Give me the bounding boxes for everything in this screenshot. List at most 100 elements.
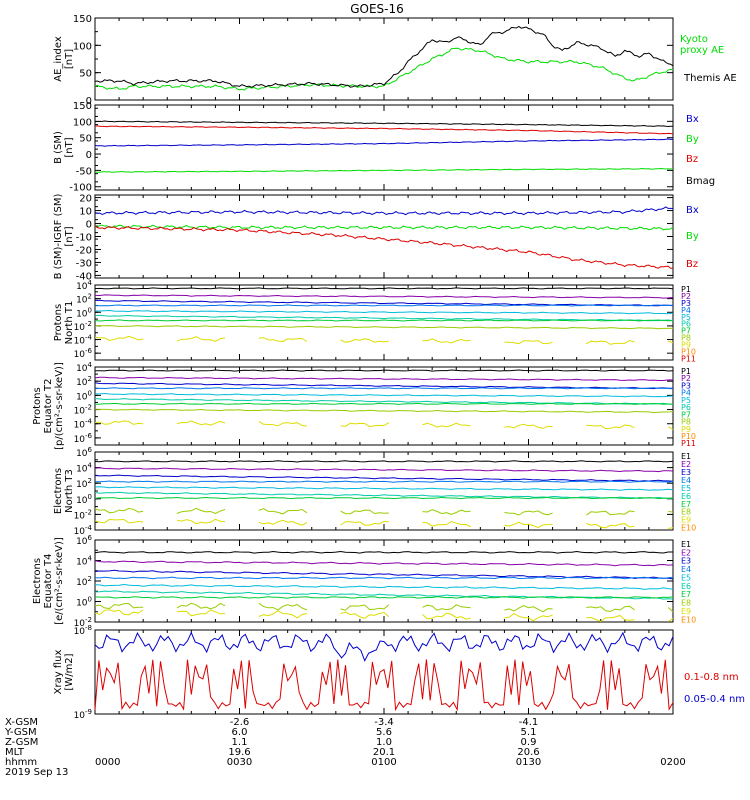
y-tick-label: 104	[76, 361, 92, 374]
channel-label-P11: P11	[681, 439, 696, 448]
y-axis-label: North T1	[64, 301, 75, 345]
channel-line-P7	[94, 319, 674, 322]
channel-line-P2	[94, 294, 674, 299]
channel-line-P9	[176, 420, 226, 426]
panel-frame	[94, 194, 674, 279]
y-tick-label: 10-2	[74, 508, 92, 521]
channel-line-E9	[94, 518, 144, 524]
channel-label-E10: E10	[681, 615, 696, 624]
channel-line-P9	[668, 340, 674, 344]
x-row-label: Y-GSM	[4, 727, 37, 738]
y-axis-label: Electrons	[53, 468, 64, 514]
panel-7: Electrons Equator T4 [e/(cm²-s-sr-keV)] 106…	[32, 534, 696, 629]
channel-label-E2: E2	[681, 460, 691, 469]
y-tick-label: -40	[76, 271, 92, 282]
channel-label-P5: P5	[681, 396, 691, 405]
x-tick-label: 0000	[95, 757, 120, 768]
y-tick-label: -30	[76, 258, 92, 269]
channel-line-P9	[176, 336, 226, 342]
channel-line-E9	[258, 519, 308, 526]
channel-line-E8	[176, 602, 226, 610]
channel-line-P1	[94, 287, 674, 290]
legend-entry: Themis AE	[683, 73, 737, 84]
channel-line-E1	[94, 550, 673, 554]
channel-label-P3: P3	[681, 381, 691, 390]
channel-line-E8	[668, 510, 674, 513]
x-row-value: 1.0	[376, 737, 392, 748]
y-tick-label: 104	[76, 555, 92, 568]
legend-entry: 0.1-0.8 nm	[684, 672, 739, 683]
y-axis-label: [nT]	[64, 137, 75, 157]
channel-line-P4	[94, 387, 674, 390]
y-tick-label: 100	[76, 596, 92, 609]
channel-line-P9	[94, 335, 144, 342]
y-tick-label: 0	[86, 150, 92, 161]
y-tick-label: 106	[76, 534, 92, 547]
channel-label-E3: E3	[681, 468, 691, 477]
y-tick-label: 102	[76, 293, 92, 306]
y-axis-label: Xray flux	[53, 650, 64, 695]
y-tick-label: 100	[76, 389, 92, 402]
channel-line-E1	[94, 460, 674, 463]
channel-line-E8	[258, 508, 308, 515]
y-tick-label: 0	[86, 220, 92, 231]
channel-label-P8: P8	[681, 418, 691, 427]
channel-label-P11: P11	[681, 354, 696, 363]
channel-label-P4: P4	[681, 389, 691, 398]
channel-line-E9	[668, 527, 674, 529]
x-row-value: -2.6	[230, 717, 250, 728]
channel-line-P3	[94, 299, 674, 307]
channel-label-E1: E1	[681, 452, 691, 461]
x-row-value: -3.4	[374, 717, 394, 728]
channel-line-E5	[94, 583, 674, 590]
y-tick-label: 106	[76, 446, 92, 459]
series-line-themis-ae	[94, 25, 674, 88]
x-row-value: 6.0	[232, 727, 248, 738]
y-tick-label: 10-8	[74, 624, 92, 637]
legend-entry: Bx	[686, 114, 699, 125]
channel-label-E6: E6	[681, 582, 691, 591]
y-tick-label: 104	[76, 279, 92, 292]
y-axis-label: North T3	[64, 469, 75, 513]
channel-line-P5	[94, 309, 674, 315]
y-tick-label: 150	[73, 101, 92, 112]
x-row-label: MLT	[5, 747, 25, 758]
y-tick-label: 100	[76, 493, 92, 506]
y-axis-label: [e/(cm²-s-sr-keV)]	[54, 537, 65, 625]
channel-label-E9: E9	[681, 607, 691, 616]
channel-line-P5	[94, 392, 674, 398]
channel-line-E3	[94, 569, 674, 580]
channel-label-E7: E7	[681, 500, 691, 509]
x-tick-label: 0130	[516, 757, 541, 768]
channel-line-P9	[667, 426, 674, 430]
channel-label-E10: E10	[681, 524, 696, 533]
channel-line-E4	[94, 480, 674, 483]
y-axis-label: [nT]	[64, 226, 75, 246]
legend-entry: Bz	[686, 259, 698, 270]
x-axis-block: X-GSM -2.6 -3.4 -4.1Y-GSM 6.0 5.6 5.1Z-GSM 1.1 1…	[4, 717, 686, 778]
y-tick-label: 50	[79, 69, 92, 80]
channel-label-P4: P4	[681, 306, 691, 315]
channel-line-E9	[340, 611, 390, 619]
channel-line-E8	[504, 604, 553, 613]
channel-line-E8	[504, 510, 553, 516]
channel-label-E4: E4	[681, 476, 691, 485]
y-axis-label: B (SM)-IGRF (SM)	[53, 194, 64, 280]
y-tick-label: 10-2	[74, 404, 92, 417]
panel-2: B (SM) [nT] -100 -50 0 50 100 150 Bx By Bz Bmag	[53, 101, 715, 194]
y-axis-label: B (SM)	[53, 131, 64, 164]
x-row-value: 0.9	[521, 737, 537, 748]
channel-line-E9	[667, 618, 674, 623]
channel-line-P9	[258, 337, 308, 343]
channel-label-E4: E4	[681, 565, 691, 574]
channel-line-P1	[94, 369, 674, 372]
x-row-value: 5.6	[376, 727, 392, 738]
channel-line-P8	[94, 325, 674, 330]
channel-label-P2: P2	[681, 292, 691, 301]
series-line-bx	[94, 138, 674, 147]
y-tick-label: 0	[86, 96, 92, 107]
channel-line-E9	[258, 610, 307, 619]
legend-entry: 0.05-0.4 nm	[684, 694, 745, 705]
x-row-label: Z-GSM	[5, 737, 38, 748]
